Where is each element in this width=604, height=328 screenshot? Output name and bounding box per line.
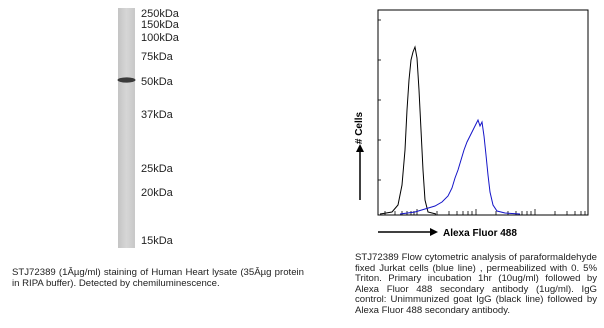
- marker-label: 250kDa: [141, 8, 179, 20]
- blot-lane: [118, 8, 135, 248]
- sample-histogram: [399, 118, 521, 215]
- blot-band: [117, 77, 136, 83]
- marker-label: 20kDa: [141, 187, 173, 199]
- marker-label: 50kDa: [141, 76, 173, 88]
- blot-caption: STJ72389 (1Âµg/ml) staining of Human Hea…: [12, 267, 304, 289]
- flow-caption: STJ72389 Flow cytometric analysis of par…: [355, 252, 597, 316]
- marker-label: 150kDa: [141, 19, 179, 31]
- y-axis-label: # Cells: [354, 111, 365, 144]
- x-axis-ticks: [378, 19, 586, 215]
- marker-label: 100kDa: [141, 32, 179, 44]
- plot-frame: [377, 9, 589, 216]
- x-arrow-head: [430, 228, 438, 236]
- control-histogram: [379, 45, 437, 215]
- x-axis-label: Alexa Fluor 488: [443, 228, 517, 239]
- y-arrow-head: [356, 144, 364, 152]
- marker-label: 25kDa: [141, 163, 173, 175]
- marker-label: 75kDa: [141, 51, 173, 63]
- marker-label: 37kDa: [141, 109, 173, 121]
- marker-label: 15kDa: [141, 235, 173, 247]
